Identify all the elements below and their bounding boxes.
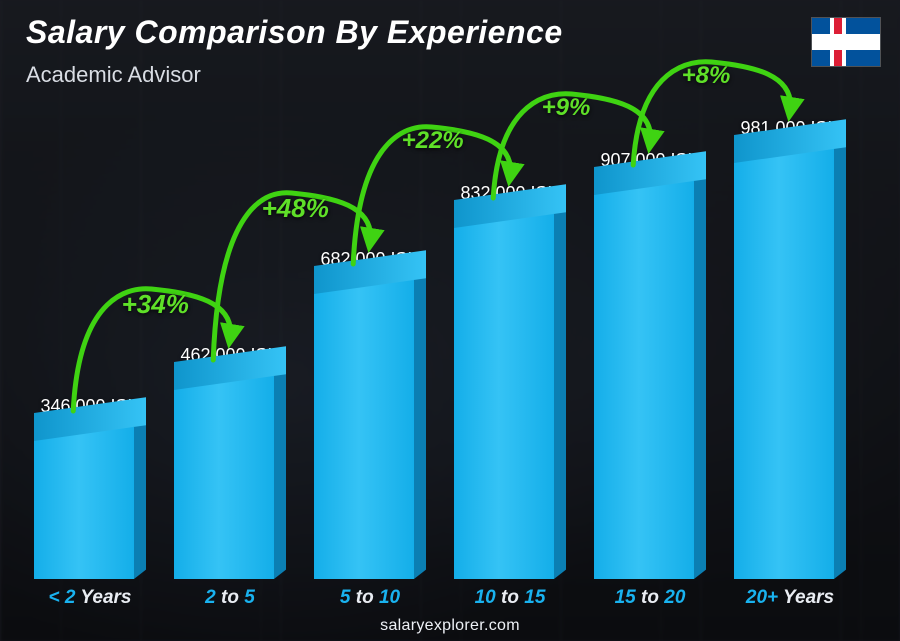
bar-column: 346,000 ISK [34, 396, 146, 579]
bar-column: 682,000 ISK [314, 249, 426, 579]
bar [734, 149, 846, 579]
x-axis-label: 10 to 15 [454, 587, 566, 609]
bar [594, 181, 706, 579]
bar [174, 376, 286, 579]
x-axis-labels: < 2 Years 2 to 5 5 to 10 10 to 15 15 to 20 20… [28, 587, 852, 609]
x-axis-label: 2 to 5 [174, 587, 286, 609]
chart-title: Salary Comparison By Experience [26, 14, 563, 51]
bar [314, 280, 426, 579]
bar-column: 981,000 ISK [734, 118, 846, 579]
x-axis-label: 15 to 20 [594, 587, 706, 609]
bar [34, 427, 146, 579]
bar-column: 462,000 ISK [174, 345, 286, 579]
bar-column: 907,000 ISK [594, 150, 706, 579]
iceland-flag-icon [812, 18, 880, 66]
bar-column: 832,000 ISK [454, 183, 566, 579]
infographic-container: Salary Comparison By Experience Academic… [0, 0, 900, 641]
growth-percent-label: +8% [682, 62, 731, 90]
footer-attribution: salaryexplorer.com [0, 617, 900, 635]
bar-chart: 346,000 ISK462,000 ISK682,000 ISK832,000… [28, 100, 852, 579]
x-axis-label: 20+ Years [734, 587, 846, 609]
bar [454, 214, 566, 579]
chart-subtitle: Academic Advisor [26, 62, 201, 88]
x-axis-label: 5 to 10 [314, 587, 426, 609]
x-axis-label: < 2 Years [34, 587, 146, 609]
